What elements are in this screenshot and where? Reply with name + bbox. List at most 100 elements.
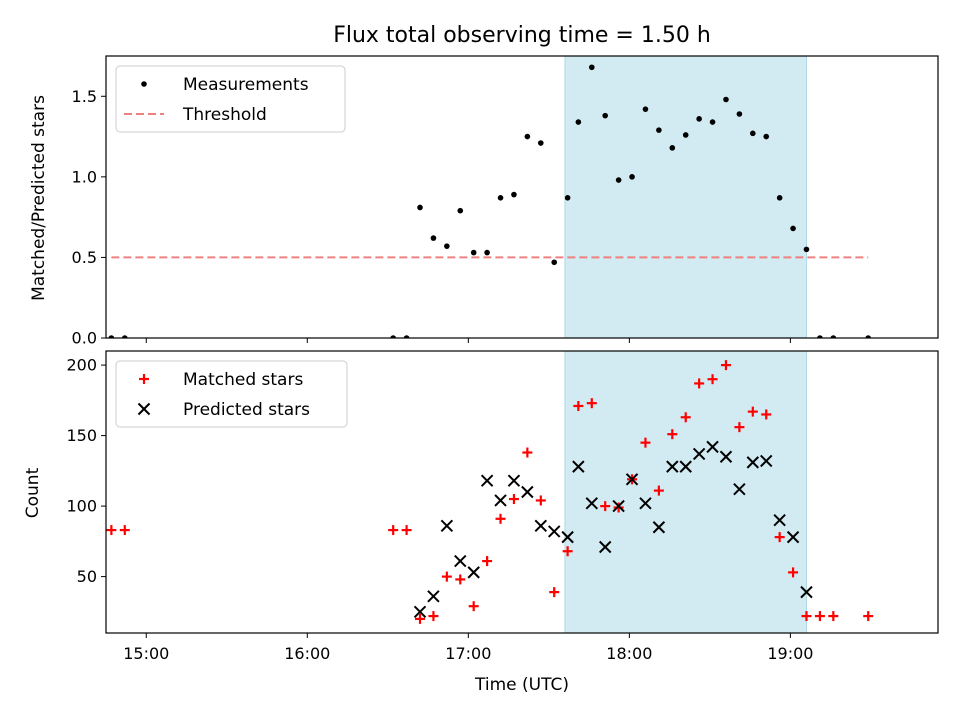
predicted-star-marker-b: [733, 482, 746, 496]
measurement-point: [817, 335, 823, 338]
measurement-point: [417, 204, 423, 211]
predicted-star-marker-b: [454, 554, 467, 568]
matched-star-marker: [720, 360, 731, 371]
predicted-star-marker-b: [494, 494, 507, 507]
matched-star-marker: [508, 494, 519, 505]
predicted-star-marker: [413, 605, 427, 619]
measurement-point: [682, 132, 689, 138]
measurement-point: [588, 64, 595, 71]
predicted-star-marker-b: [534, 519, 547, 533]
measurement-point: [444, 243, 450, 249]
matched-star-marker: [441, 571, 452, 582]
predicted-star-marker-b: [547, 525, 561, 538]
predicted-star-marker-b: [786, 530, 800, 544]
x-tick-label: 17:00: [445, 644, 491, 663]
predicted-star-marker-b: [521, 485, 534, 499]
predicted-star-marker-b: [440, 519, 454, 533]
y-tick-label: 50: [77, 567, 97, 586]
predicted-star-marker-b: [706, 440, 719, 454]
matched-star-marker: [734, 422, 745, 433]
predicted-star-marker: [454, 554, 467, 568]
x-tick-label: 16:00: [284, 644, 330, 663]
y-tick-label: 150: [66, 426, 97, 445]
measurement-point: [537, 140, 544, 146]
measurement-point: [524, 133, 531, 140]
matched-star-marker: [428, 611, 439, 622]
legend-label: Measurements: [183, 75, 309, 95]
predicted-star-marker: [625, 473, 639, 486]
y-tick-label: 1.0: [72, 167, 97, 186]
measurement-point: [642, 106, 649, 112]
y-tick-label: 1.5: [72, 87, 97, 106]
measurement-point: [121, 335, 128, 338]
matched-star-marker: [106, 525, 117, 536]
measurement-point: [390, 335, 396, 338]
predicted-star-marker: [692, 447, 706, 461]
predicted-star-marker: [521, 485, 534, 499]
measurement-point: [656, 127, 662, 133]
legend-label: Matched stars: [183, 370, 303, 390]
matched-star-marker: [495, 513, 506, 524]
matched-star-marker: [707, 374, 718, 385]
measurement-point: [709, 119, 716, 125]
shaded-interval: [564, 351, 807, 633]
predicted-star-marker: [507, 474, 521, 487]
matched-star-marker: [415, 613, 426, 624]
y-tick-label: 0.0: [72, 329, 97, 348]
matched-star-marker: [549, 587, 560, 598]
measurement-point: [696, 116, 702, 122]
x-axis-label: Time (UTC): [474, 675, 569, 695]
predicted-star-marker-b: [612, 499, 625, 513]
top-legend: Measurements Threshold: [115, 65, 346, 133]
matched-star-marker: [788, 567, 799, 578]
measurement-point: [575, 119, 582, 125]
chart-title: Flux total observing time = 1.50 h: [333, 23, 711, 48]
matched-star-marker: [828, 611, 839, 622]
matched-star-marker: [640, 437, 651, 448]
bottom-plot-area: [106, 351, 874, 633]
predicted-star-marker: [534, 519, 547, 533]
x-tick-label: 18:00: [606, 644, 652, 663]
y-tick-label: 100: [66, 497, 97, 516]
top-panel: 0.0 0.5 1.0 1.5 Measurements Threshold: [72, 55, 939, 348]
predicted-star-marker: [480, 474, 494, 487]
bottom-panel: 50 100 150 200 15:00 16:00 17:00 18:00 19:00 Matc…: [66, 350, 939, 663]
measurement-point: [564, 195, 571, 201]
measurement-point: [750, 130, 756, 137]
bottom-frame: [105, 350, 939, 634]
legend-marker-predicted: [137, 402, 151, 416]
plot-layer: 0.0 0.5 1.0 1.5 Measurements Threshold 50 100 15…: [66, 55, 939, 663]
predicted-star-marker: [773, 513, 786, 527]
measurement-point: [484, 249, 490, 256]
matched-star-marker: [667, 429, 678, 440]
measurement-point: [615, 177, 622, 183]
matched-star-marker: [653, 485, 664, 496]
measurement-point: [669, 145, 676, 151]
predicted-star-marker-b: [480, 474, 494, 487]
matched-star-marker: [863, 611, 874, 622]
predicted-star-marker: [679, 460, 692, 473]
measurement-point: [551, 259, 558, 266]
measurement-point: [108, 335, 115, 338]
measurement-point: [403, 335, 410, 338]
predicted-star-marker-b: [666, 460, 679, 473]
predicted-star-marker-b: [639, 497, 652, 510]
predicted-star-marker: [494, 494, 507, 507]
top-frame: [105, 55, 939, 339]
measurement-point: [602, 112, 608, 119]
matched-star-marker: [694, 378, 705, 389]
legend-label: Predicted stars: [183, 400, 310, 420]
measurement-point: [763, 133, 770, 140]
legend-label: Threshold: [182, 105, 267, 125]
predicted-star-marker-b: [679, 460, 692, 473]
predicted-star-marker-b: [598, 540, 612, 554]
predicted-star-marker-b: [625, 473, 639, 486]
predicted-star-marker: [719, 450, 733, 463]
predicted-star-marker: [760, 454, 773, 468]
legend-marker-matched: [139, 374, 149, 384]
measurement-point: [430, 235, 437, 241]
predicted-star-marker: [467, 566, 480, 579]
predicted-star-marker-b: [773, 513, 786, 527]
matched-star-marker: [747, 406, 758, 417]
predicted-star-marker-b: [800, 585, 813, 599]
